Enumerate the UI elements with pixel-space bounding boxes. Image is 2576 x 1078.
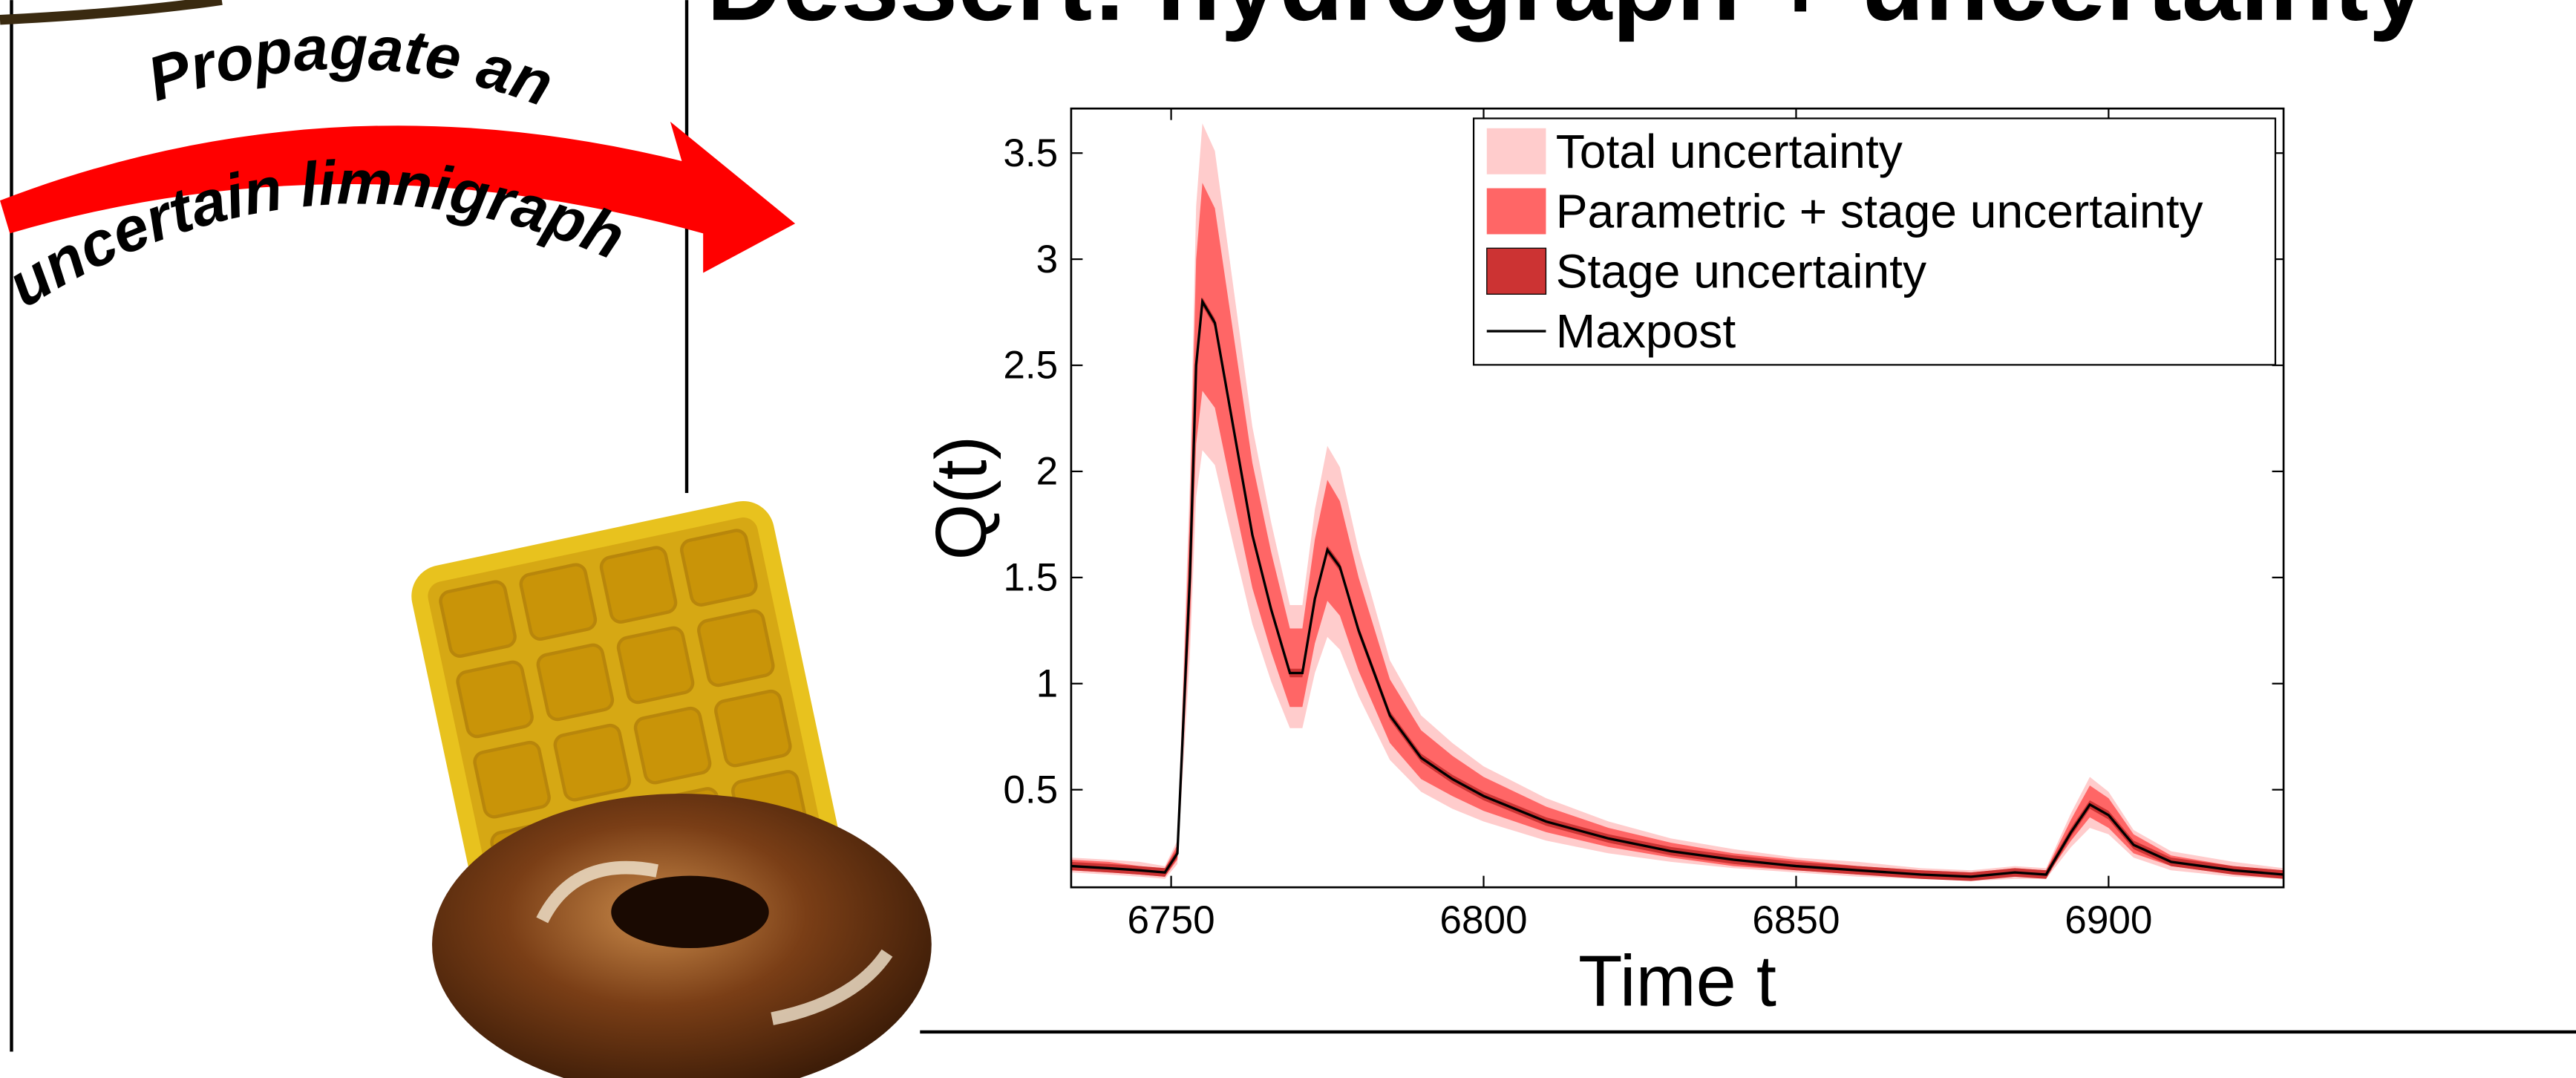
x-tick-label: 6850 bbox=[1752, 898, 1840, 942]
x-axis-label: Time t bbox=[1578, 940, 1776, 1021]
y-axis-label: Q(t) bbox=[921, 436, 1001, 561]
legend-label: Maxpost bbox=[1556, 304, 1736, 358]
maxpost-line bbox=[1070, 298, 2284, 878]
axes-box bbox=[1070, 107, 2285, 889]
uncertainty-band bbox=[1070, 183, 2284, 879]
arrow bbox=[0, 121, 796, 273]
y-tick-label: 1.5 bbox=[1003, 556, 1058, 600]
slide-title: Dessert: hydrograph + uncertainty bbox=[707, 0, 2428, 43]
donut bbox=[432, 794, 932, 1078]
legend-label: Total uncertainty bbox=[1556, 125, 1903, 178]
y-tick-label: 2 bbox=[1036, 450, 1059, 494]
y-tick-label: 2.5 bbox=[1003, 344, 1058, 388]
legend-swatch bbox=[1486, 128, 1546, 174]
x-tick-label: 6750 bbox=[1128, 898, 1215, 942]
legend-label: Stage uncertainty bbox=[1556, 244, 1926, 298]
y-tick-label: 3.5 bbox=[1003, 131, 1058, 175]
chart: 0.5 1 1.5 2 2.5 3 3.5 6750 6800 6850 6900 Time t Q(t… bbox=[921, 107, 2285, 1021]
x-tick-label: 6900 bbox=[2065, 898, 2152, 942]
bowl-edge bbox=[0, 0, 223, 25]
arrow-text: Propagate an bbox=[140, 13, 562, 120]
x-tick-label: 6800 bbox=[1439, 898, 1527, 942]
plot-area bbox=[1070, 123, 2284, 881]
legend-swatch bbox=[1486, 247, 1547, 295]
arrow-text: Propagate an bbox=[140, 13, 562, 120]
legend-label: Parametric + stage uncertainty bbox=[1556, 185, 2203, 238]
legend-swatch bbox=[1486, 188, 1546, 235]
legend-box bbox=[1472, 117, 2277, 366]
y-tick-label: 1 bbox=[1036, 662, 1059, 705]
y-tick-label: 3 bbox=[1036, 238, 1059, 281]
y-tick-label: 0.5 bbox=[1003, 768, 1058, 811]
